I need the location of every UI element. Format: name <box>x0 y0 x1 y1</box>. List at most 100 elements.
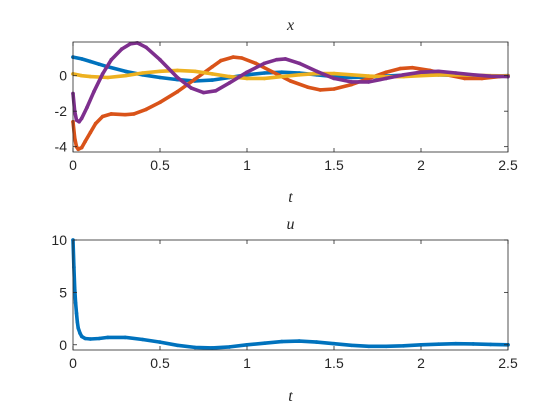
series-3-point <box>158 57 162 62</box>
series-0-point <box>471 342 476 346</box>
x-tick-label: 2 <box>417 157 425 173</box>
series-0-point <box>83 336 87 341</box>
series-3-point <box>419 70 423 74</box>
series-0-point <box>262 71 267 75</box>
chart-title: u <box>287 216 295 233</box>
series-3-point <box>227 81 232 85</box>
u-subplot: 0 0.5 1 1.5 2 2.5 0 5 10 u t <box>51 216 518 405</box>
series-0-point <box>158 75 162 80</box>
series-0 <box>71 238 510 350</box>
series-3-point <box>100 72 105 76</box>
series-2-point <box>175 68 180 73</box>
series-0-point <box>123 335 127 340</box>
series-1-point <box>384 70 389 74</box>
series-1-point <box>231 55 235 59</box>
series-2-point <box>297 73 302 77</box>
series-0-point <box>332 341 336 346</box>
series-1-point <box>271 70 275 74</box>
series-3-point <box>128 42 133 46</box>
series-2-point <box>79 73 84 78</box>
series-2-point <box>88 74 93 79</box>
series-0-point <box>175 343 180 348</box>
series-0-point <box>245 343 249 347</box>
series-2-point <box>280 74 284 79</box>
series-2-point <box>158 69 162 74</box>
series-0-point <box>210 346 214 350</box>
series-1-point <box>100 114 105 119</box>
series-0-point <box>158 340 162 344</box>
series-3-point <box>262 61 267 66</box>
series-1-point <box>240 56 244 60</box>
series-3-point <box>213 89 218 93</box>
series-1-point <box>210 65 214 69</box>
series-1-point <box>398 66 402 71</box>
series-1-point <box>332 87 336 91</box>
series-0-point <box>97 62 101 66</box>
chart-title: x <box>286 17 294 34</box>
series-1-point <box>306 85 310 89</box>
series-3-point <box>245 70 249 74</box>
series-0-point <box>106 335 110 340</box>
series-1-point <box>76 147 80 152</box>
series-2-point <box>262 76 267 81</box>
series-0-point <box>140 337 145 342</box>
series-0-point <box>384 344 389 349</box>
series-3-point <box>314 69 319 74</box>
series-1-point <box>462 76 467 81</box>
series-3-point <box>79 116 84 121</box>
x-tick-label: 1.5 <box>324 157 344 173</box>
series-0-point <box>297 339 302 343</box>
series-3-point <box>119 47 124 51</box>
series-3-point <box>77 120 81 124</box>
series-1-point <box>79 145 84 150</box>
series-0-point <box>97 336 101 341</box>
series-0-point <box>314 340 319 344</box>
series-2-point <box>419 73 423 78</box>
x-tick-label: 0.5 <box>150 157 170 173</box>
series-0-point <box>280 70 284 74</box>
x-axis-label: t <box>288 189 293 206</box>
series-1-point <box>175 89 180 94</box>
series-3-point <box>436 69 441 74</box>
series-1-point <box>219 58 223 63</box>
series-0-point <box>88 337 93 341</box>
series-1-point <box>83 139 87 144</box>
series-3-point <box>471 73 476 77</box>
x-tick-label: 0 <box>69 157 77 173</box>
series-1-point <box>123 112 127 117</box>
series-1-point <box>410 65 415 70</box>
series-3-point <box>109 57 114 62</box>
x-tick-label: 0.5 <box>150 355 170 371</box>
series-1-point <box>93 121 98 126</box>
series-1-point <box>288 79 293 83</box>
series-3-point <box>85 105 89 110</box>
series-3-point <box>401 73 406 77</box>
series-2-point <box>332 71 336 76</box>
series-0-point <box>88 59 93 64</box>
series-3-point <box>175 75 180 80</box>
series-1-point <box>88 130 93 135</box>
series-3-point <box>349 80 354 84</box>
series-2-point <box>210 72 214 76</box>
x-axis-label: t <box>288 388 293 405</box>
series-0-point <box>401 344 406 348</box>
series-0-point <box>210 78 214 82</box>
series-3-line <box>71 41 510 124</box>
series-3-point <box>367 80 371 84</box>
series-0-point <box>123 69 127 74</box>
series-0-line <box>71 238 510 350</box>
series-1-point <box>144 107 148 112</box>
series-0-point <box>75 319 80 324</box>
x-tick-label: 0 <box>69 355 77 371</box>
series-3-point <box>332 76 336 81</box>
series-0-point <box>79 334 84 339</box>
series-3 <box>71 41 510 124</box>
series-1-point <box>158 100 162 105</box>
x-subplot: 0 0.5 1 1.5 2 2.5 -4 -2 0 x t <box>55 17 518 206</box>
series-0-point <box>488 342 493 347</box>
series-2-point <box>123 73 127 78</box>
series-0-point <box>436 342 441 347</box>
series-2-point <box>106 75 110 80</box>
series-0-point <box>76 326 80 330</box>
